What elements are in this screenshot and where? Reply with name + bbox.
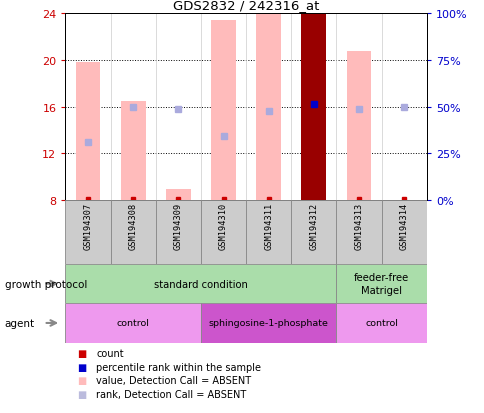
Bar [121,102,145,200]
Text: growth protocol: growth protocol [5,279,87,289]
Text: sphingosine-1-phosphate: sphingosine-1-phosphate [208,319,328,328]
Text: GSM194310: GSM194310 [219,202,227,249]
Text: ■: ■ [77,362,87,372]
Bar [336,264,426,304]
Text: percentile rank within the sample: percentile rank within the sample [96,362,260,372]
Text: control: control [364,319,397,328]
Bar [211,21,236,200]
Text: GSM194308: GSM194308 [128,202,137,249]
Bar [291,200,336,264]
Text: GSM194309: GSM194309 [174,202,182,249]
Bar [65,264,336,304]
Text: GSM194312: GSM194312 [309,202,318,249]
Title: GDS2832 / 242316_at: GDS2832 / 242316_at [173,0,318,12]
Text: rank, Detection Call = ABSENT: rank, Detection Call = ABSENT [96,389,246,399]
Text: GSM194311: GSM194311 [264,202,272,249]
Bar [346,52,371,200]
Bar [65,200,110,264]
Bar [336,200,381,264]
Text: standard condition: standard condition [154,279,247,289]
Text: feeder-free
Matrigel: feeder-free Matrigel [353,273,408,295]
Text: GSM194307: GSM194307 [83,202,92,249]
Bar [381,200,426,264]
Text: count: count [96,348,123,358]
Bar [65,304,200,343]
Text: value, Detection Call = ABSENT: value, Detection Call = ABSENT [96,375,251,385]
Text: control: control [117,319,150,328]
Text: ■: ■ [77,389,87,399]
Bar [155,200,200,264]
Bar [256,14,281,200]
Bar [200,200,245,264]
Bar [301,70,326,200]
Text: ■: ■ [77,375,87,385]
Bar [200,304,336,343]
Text: ■: ■ [77,348,87,358]
Text: agent: agent [5,318,35,328]
Bar [166,190,190,200]
Bar [76,63,100,200]
Bar [301,14,326,200]
Bar [245,200,291,264]
Bar [110,200,155,264]
Text: GSM194313: GSM194313 [354,202,363,249]
Text: GSM194314: GSM194314 [399,202,408,249]
Bar [336,304,426,343]
